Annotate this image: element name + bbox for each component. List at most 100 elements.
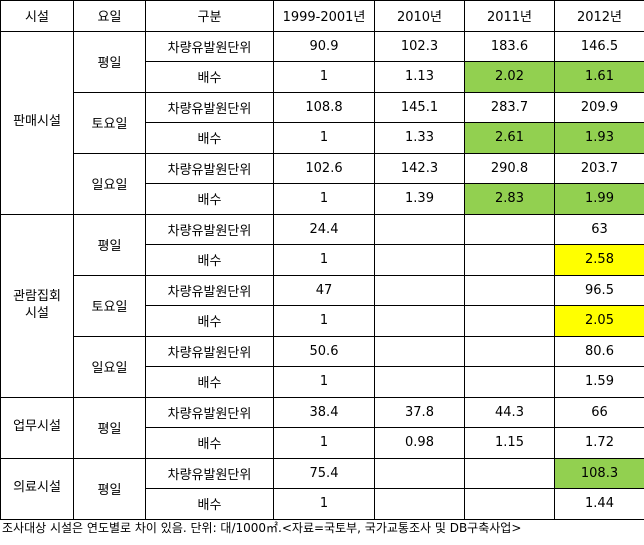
category-ratio: 배수 xyxy=(145,183,274,215)
value-cell-highlighted: 2.61 xyxy=(464,122,555,154)
value-cell: 24.4 xyxy=(273,213,375,245)
header-2010: 2010년 xyxy=(374,0,465,32)
category-ratio: 배수 xyxy=(145,122,274,154)
value-cell: 1.44 xyxy=(554,488,644,520)
header-2012: 2012년 xyxy=(554,0,644,32)
value-cell-highlighted: 1.61 xyxy=(554,61,644,93)
day-saturday: 토요일 xyxy=(73,274,146,337)
value-cell: 1 xyxy=(273,244,375,276)
category-ratio: 배수 xyxy=(145,61,274,93)
value-cell: 1.13 xyxy=(374,61,465,93)
value-cell-highlighted: 2.02 xyxy=(464,61,555,93)
value-cell xyxy=(464,244,555,276)
header-facility: 시설 xyxy=(0,0,74,32)
value-cell: 47 xyxy=(273,274,375,306)
value-cell: 183.6 xyxy=(464,30,555,62)
value-cell-highlighted: 108.3 xyxy=(554,457,644,489)
table-row: 배수 1 1.33 2.61 1.93 xyxy=(1,122,644,154)
table-row: 관람집회 시설 평일 차량유발원단위 24.4 63 xyxy=(0,213,644,398)
value-cell xyxy=(464,274,555,306)
value-cell: 63 xyxy=(554,213,644,245)
value-cell: 44.3 xyxy=(464,396,555,428)
table-row: 배수 1 2.58 xyxy=(1,244,644,276)
value-cell: 38.4 xyxy=(273,396,375,428)
value-cell xyxy=(374,488,465,520)
value-cell-highlighted: 2.83 xyxy=(464,183,555,215)
category-unit: 차량유발원단위 xyxy=(145,91,274,123)
day-weekday: 평일 xyxy=(73,457,146,520)
facility-tourism-line2: 시설 xyxy=(25,305,49,321)
value-cell: 1 xyxy=(273,122,375,154)
value-cell-highlighted: 2.58 xyxy=(554,244,644,276)
value-cell: 1 xyxy=(273,427,375,459)
value-cell-highlighted: 1.99 xyxy=(554,183,644,215)
category-ratio: 배수 xyxy=(145,366,274,398)
value-cell: 37.8 xyxy=(374,396,465,428)
day-sunday: 일요일 xyxy=(73,335,146,398)
value-cell xyxy=(374,335,465,367)
facility-tourism: 관람집회 시설 xyxy=(0,213,74,398)
value-cell: 209.9 xyxy=(554,91,644,123)
category-unit: 차량유발원단위 xyxy=(145,213,274,245)
facility-tourism-line1: 관람집회 xyxy=(13,289,61,305)
table-row: 배수 1 1.13 2.02 1.61 xyxy=(1,61,644,93)
day-weekday: 평일 xyxy=(73,213,146,276)
value-cell: 283.7 xyxy=(464,91,555,123)
category-unit: 차량유발원단위 xyxy=(145,152,274,184)
table-row: 의료시설 평일 차량유발원단위 75.4 108.3 xyxy=(0,457,644,520)
value-cell: 96.5 xyxy=(554,274,644,306)
value-cell: 80.6 xyxy=(554,335,644,367)
category-ratio: 배수 xyxy=(145,305,274,337)
value-cell xyxy=(464,366,555,398)
value-cell xyxy=(374,213,465,245)
value-cell: 108.8 xyxy=(273,91,375,123)
category-unit: 차량유발원단위 xyxy=(145,30,274,62)
value-cell: 1.33 xyxy=(374,122,465,154)
value-cell: 90.9 xyxy=(273,30,375,62)
category-ratio: 배수 xyxy=(145,427,274,459)
value-cell xyxy=(464,488,555,520)
table-row: 토요일 차량유발원단위 47 96.5 xyxy=(1,274,644,337)
day-weekday: 평일 xyxy=(73,30,146,93)
header-row: 시설 요일 구분 1999-2001년 2010년 2011년 2012년 xyxy=(0,0,644,32)
parking-generation-table: 시설 요일 구분 1999-2001년 2010년 2011년 2012년 판매… xyxy=(0,0,644,520)
value-cell: 1 xyxy=(273,366,375,398)
table-row: 일요일 차량유발원단위 102.6 142.3 290.8 203.7 xyxy=(1,152,644,215)
value-cell xyxy=(374,457,465,489)
value-cell-highlighted: 1.93 xyxy=(554,122,644,154)
facility-medical: 의료시설 xyxy=(0,457,74,520)
value-cell: 0.98 xyxy=(374,427,465,459)
header-2011: 2011년 xyxy=(464,0,555,32)
table-row: 배수 1 1.44 xyxy=(1,488,644,520)
source-note: 조사대상 시설은 연도별로 차이 있음. 단위: 대/1000㎡.<자료=국토부… xyxy=(2,521,522,535)
table-row: 일요일 차량유발원단위 50.6 80.6 xyxy=(1,335,644,398)
category-ratio: 배수 xyxy=(145,488,274,520)
header-category: 구분 xyxy=(145,0,274,32)
table-row: 판매시설 평일 차량유발원단위 90.9 102.3 183.6 146.5 xyxy=(0,30,644,215)
value-cell xyxy=(464,305,555,337)
value-cell: 1.59 xyxy=(554,366,644,398)
facility-office: 업무시설 xyxy=(0,396,74,459)
value-cell: 146.5 xyxy=(554,30,644,62)
value-cell: 50.6 xyxy=(273,335,375,367)
header-day: 요일 xyxy=(73,0,146,32)
value-cell: 203.7 xyxy=(554,152,644,184)
value-cell: 1 xyxy=(273,183,375,215)
value-cell: 145.1 xyxy=(374,91,465,123)
value-cell xyxy=(374,274,465,306)
value-cell: 75.4 xyxy=(273,457,375,489)
header-1999-2001: 1999-2001년 xyxy=(273,0,375,32)
value-cell-highlighted: 2.05 xyxy=(554,305,644,337)
value-cell xyxy=(374,244,465,276)
table-row: 토요일 차량유발원단위 108.8 145.1 283.7 209.9 xyxy=(1,91,644,154)
value-cell: 290.8 xyxy=(464,152,555,184)
value-cell: 102.6 xyxy=(273,152,375,184)
value-cell: 66 xyxy=(554,396,644,428)
value-cell xyxy=(374,366,465,398)
facility-retail: 판매시설 xyxy=(0,30,74,215)
table-row: 업무시설 평일 차량유발원단위 38.4 37.8 44.3 66 xyxy=(0,396,644,459)
value-cell: 142.3 xyxy=(374,152,465,184)
value-cell xyxy=(374,305,465,337)
category-unit: 차량유발원단위 xyxy=(145,457,274,489)
